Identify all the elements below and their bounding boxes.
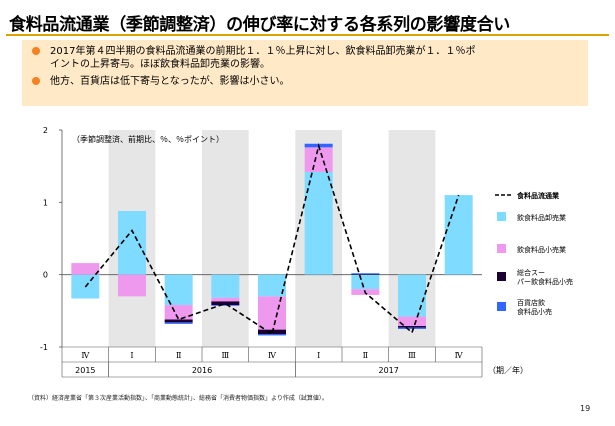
bullet-text-line: 他方、百貨店は低下寄与となったが、影響は小さい。 bbox=[50, 76, 290, 87]
y-tick-label: 0 bbox=[43, 271, 48, 280]
x-tick-label: Ⅲ bbox=[221, 351, 229, 360]
x-tick-label: Ⅳ bbox=[268, 351, 277, 360]
bar-segment bbox=[398, 326, 426, 328]
shaded-bands bbox=[108, 130, 436, 347]
x-tick-label: Ⅱ bbox=[363, 351, 368, 360]
bullet-dot-icon bbox=[32, 47, 40, 55]
x-tick-label: Ⅰ bbox=[317, 351, 320, 360]
bar-segment bbox=[164, 322, 193, 324]
y-tick-label: -1 bbox=[40, 343, 48, 352]
title-rule bbox=[6, 34, 609, 36]
bar-segment bbox=[351, 273, 380, 275]
x-unit-label: （期／年） bbox=[488, 365, 528, 375]
bar-segment bbox=[351, 273, 380, 274]
legend: 食料品流通業飲食料品卸売業飲食料品小売業総合スーパー飲食料品小売百貨店飲食料品小… bbox=[495, 191, 573, 316]
legend-swatch bbox=[497, 212, 506, 221]
y-tick-label: 1 bbox=[43, 198, 48, 207]
x-tick-label: Ⅲ bbox=[408, 351, 416, 360]
bar-segment bbox=[258, 296, 286, 330]
legend-label: 百貨店飲 bbox=[517, 298, 545, 307]
chart-area: 2 1 0 -1 （季節調整済、前期比、％、％ポイント） Ⅳ Ⅰ Ⅱ Ⅲ Ⅳ Ⅰ Ⅱ Ⅲ Ⅳ 2015 201… bbox=[0, 120, 615, 390]
shaded-band bbox=[202, 130, 249, 347]
bar-segment bbox=[444, 195, 473, 275]
total-line-group bbox=[84, 142, 460, 336]
axis-labels: 2 1 0 -1 （季節調整済、前期比、％、％ポイント） Ⅳ Ⅰ Ⅱ Ⅲ Ⅳ Ⅰ Ⅱ Ⅲ Ⅳ 2015 201… bbox=[40, 126, 528, 375]
bar-segment bbox=[351, 274, 380, 290]
bar-segment bbox=[211, 274, 240, 298]
bar-segment bbox=[118, 274, 146, 297]
bullet-dot-icon bbox=[32, 77, 40, 85]
legend-label: 食料品小売 bbox=[517, 307, 552, 316]
bar-group bbox=[71, 143, 473, 336]
summary-box: 2017年第４四半期の食料品流通業の前期比１．１％上昇に対し、飲食料品卸売業が１… bbox=[22, 40, 588, 106]
contribution-chart: 2 1 0 -1 （季節調整済、前期比、％、％ポイント） Ⅳ Ⅰ Ⅱ Ⅲ Ⅳ Ⅰ Ⅱ Ⅲ Ⅳ 2015 201… bbox=[40, 126, 573, 378]
bar-segment bbox=[258, 333, 286, 336]
bullet-item: 2017年第４四半期の食料品流通業の前期比１．１％上昇に対し、飲食料品卸売業が１… bbox=[30, 45, 580, 71]
bar-segment bbox=[398, 327, 426, 329]
bar-segment bbox=[304, 171, 333, 275]
legend-label: 食料品流通業 bbox=[516, 191, 560, 200]
bullet-text-line: 2017年第４四半期の食料品流通業の前期比１．１％上昇に対し、飲食料品卸売業が１… bbox=[50, 46, 476, 57]
legend-label: 飲食料品卸売業 bbox=[517, 213, 566, 222]
y-tick-label: 2 bbox=[43, 126, 48, 135]
year-label: 2016 bbox=[192, 366, 212, 375]
page-number: 19 bbox=[580, 404, 591, 413]
bar-segment bbox=[164, 319, 193, 323]
bar-segment bbox=[258, 274, 286, 297]
x-tick-label: Ⅳ bbox=[81, 351, 90, 360]
legend-swatch bbox=[497, 272, 506, 281]
legend-swatch bbox=[497, 244, 506, 253]
bar-segment bbox=[398, 316, 426, 327]
bullet-text-line: イントの上昇寄与。ほぼ飲食料品卸売業の影響。 bbox=[50, 59, 270, 70]
source-note: （資料）経済産業省「第３次産業活動指数」、「商業動態統計」、総務省「消費者物価指… bbox=[28, 395, 328, 402]
x-tick-label: Ⅰ bbox=[130, 351, 133, 360]
year-label: 2017 bbox=[378, 366, 398, 375]
bar-segment bbox=[71, 263, 100, 275]
legend-label: 総合スー bbox=[517, 268, 545, 277]
bar-segment bbox=[211, 301, 240, 306]
legend-label: 飲食料品小売業 bbox=[517, 245, 566, 254]
bar-segment bbox=[211, 297, 240, 302]
legend-label: パー飲食料品小売 bbox=[517, 277, 573, 286]
legend-swatch bbox=[497, 302, 506, 311]
chart-subtitle: （季節調整済、前期比、％、％ポイント） bbox=[72, 134, 224, 144]
total-line bbox=[84, 142, 460, 336]
year-label: 2015 bbox=[75, 366, 95, 375]
bar-segment bbox=[164, 305, 193, 320]
bar-segment bbox=[398, 274, 426, 317]
bar-segment bbox=[304, 147, 333, 172]
bar-segment bbox=[211, 305, 240, 306]
bullet-item: 他方、百貨店は低下寄与となったが、影響は小さい。 bbox=[30, 75, 580, 88]
x-tick-label: Ⅱ bbox=[176, 351, 181, 360]
page-title: 食料品流通業（季節調整済）の伸び率に対する各系列の影響度合い bbox=[9, 15, 510, 35]
x-tick-label: Ⅳ bbox=[455, 351, 464, 360]
